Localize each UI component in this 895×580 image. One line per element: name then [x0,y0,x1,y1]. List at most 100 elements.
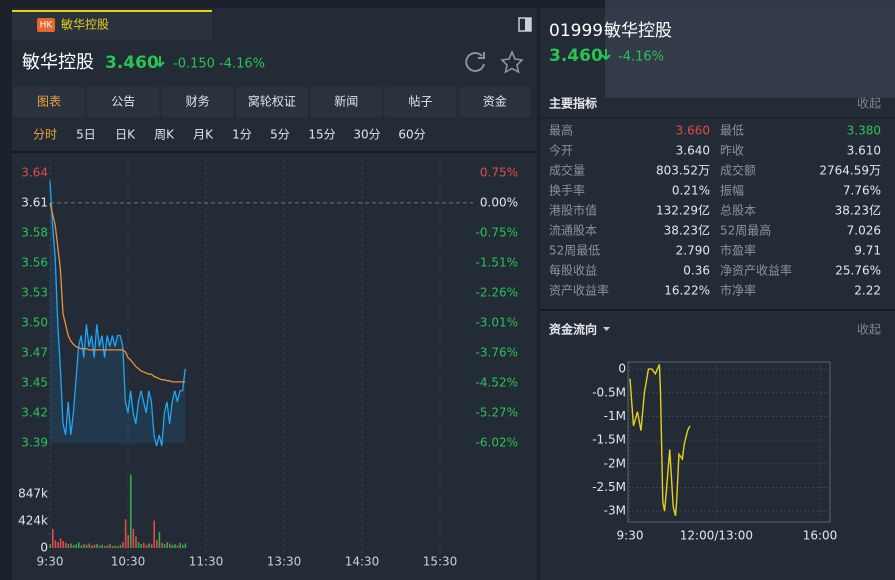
star-icon[interactable] [500,49,524,74]
volume-bar [96,544,98,548]
period-option[interactable]: 5日 [76,128,96,142]
volume-bar [158,532,161,548]
volume-bar [106,545,109,548]
sidebar-arrow [601,49,611,61]
tab-button[interactable] [161,87,234,117]
volume-bar [98,545,101,548]
period-option[interactable]: 月K [193,128,214,142]
y-tick-label: 3.53 [21,285,48,299]
indicator-value: 3.610 [847,144,881,158]
y-tick-label: -1M [604,409,626,423]
tab-label[interactable]: 帖子 [408,94,432,109]
y-tick-label: 3.64 [21,166,48,180]
flow-toggle[interactable]: 收起 [857,323,881,337]
flow-line [629,364,691,517]
period-option[interactable]: 5分 [270,128,290,142]
period-option[interactable]: 30分 [353,128,380,142]
indicator-table: 最高 3.660 最低 3.380 今开 3.640 昨收 3.610 成交量 803.52万 成交… [549,123,881,298]
series-line [49,202,186,383]
down-arrow [155,56,165,68]
tab-label[interactable]: 新闻 [334,94,358,109]
volume-bar [72,544,75,548]
volume-bar [171,544,174,548]
indicator-label: 市净率 [720,283,756,298]
right-panel [540,8,895,580]
tab-button[interactable] [310,87,383,117]
panel-icon-fill [525,18,531,31]
y2-tick-label: 0.00% [480,195,518,209]
indicator-label: 成交量 [549,163,585,178]
volume-bar [161,542,163,548]
period-option[interactable]: 分时 [33,128,57,142]
flow-title[interactable]: 资金流向 [549,322,597,337]
tab-button[interactable] [458,87,531,117]
indicator-value: 3.640 [676,144,710,158]
period-option[interactable]: 周K [154,128,175,142]
y-tick-label: 3.50 [21,315,48,329]
indicator-value: 0.21% [672,184,710,198]
volume-bar [137,542,140,548]
tab-label[interactable]: 资金 [483,94,507,109]
indicator-label: 净资产收益率 [720,263,792,278]
indicator-label: 总股本 [720,204,756,218]
tab-label[interactable]: 图表 [37,95,61,109]
tab-label[interactable]: 公告 [111,95,135,109]
series-line [49,180,186,447]
indicator-value: 803.52万 [656,164,710,178]
indicators-title: 主要指标 [549,96,597,111]
volume-bar [135,536,137,548]
volume-tick-label: 424k [18,513,48,527]
tab-label[interactable]: 财务 [186,94,210,109]
volume-bar [166,542,168,548]
volume-bar [109,544,111,548]
tab-button[interactable] [235,87,308,117]
tab-button[interactable] [13,87,85,117]
y2-tick-label: -3.76% [476,345,518,359]
indicator-label: 每股收益 [549,263,597,278]
volume-bar [83,544,85,548]
indicator-label: 振幅 [720,183,744,198]
volume-bar [67,544,70,548]
tab-title[interactable]: 敏华控股 [61,17,109,32]
period-option[interactable]: 1分 [232,128,252,142]
y2-tick-label: -3.01% [476,315,518,329]
period-option[interactable]: 60分 [398,128,425,142]
plot-frame [627,361,831,523]
volume-bar [114,545,116,548]
tab-label[interactable]: 窝轮权证 [248,94,296,109]
indicator-value: 2.22 [854,284,881,298]
y-tick-label: 3.61 [21,195,48,209]
sidebar-code: 01999 [549,21,603,41]
volume-bar [140,544,142,548]
indicator-label: 52周最低 [549,244,600,258]
volume-bar [148,543,150,548]
volume-bar [153,520,155,548]
y2-tick-label: -2.26% [476,286,518,300]
price: 3.460 [105,53,159,73]
tab-button[interactable] [384,87,457,117]
y-tick-label: -3M [604,504,626,518]
market-badge [37,18,55,32]
indicator-label: 资产收益率 [549,283,609,298]
indicators-toggle[interactable]: 收起 [857,97,881,111]
y-tick-label: -2M [604,456,626,470]
x-tick-label: 13:30 [267,555,302,569]
volume-bar [124,519,127,548]
indicator-value: 3.380 [847,124,881,138]
tab-button[interactable] [87,87,160,117]
period-option[interactable]: 日K [115,128,136,142]
refresh-icon[interactable] [465,51,485,72]
change: -0.150 [173,57,215,72]
indicator-value: 38.23亿 [664,223,710,238]
y2-tick-label: -1.51% [476,256,518,270]
volume-tick-label: 0 [40,541,48,555]
volume-bar [117,546,119,548]
period-option[interactable]: 15分 [308,128,335,142]
indicator-label: 流通股本 [549,224,597,238]
indicator-label: 今开 [549,143,573,158]
volume-bar [156,540,158,548]
x-tick-label: 15:30 [423,555,458,569]
indicator-value: 16.22% [664,284,710,298]
x-tick-label: 12:00/13:00 [680,529,753,543]
y2-tick-label: -4.52% [476,376,518,390]
